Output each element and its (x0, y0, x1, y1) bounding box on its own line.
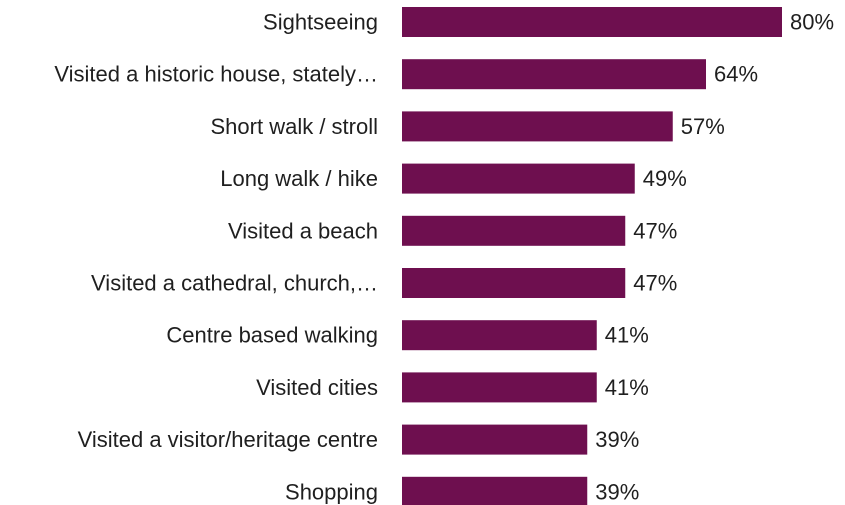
value-label-3: 57% (681, 114, 725, 139)
bar-4 (402, 163, 635, 194)
value-label-5: 47% (633, 218, 677, 243)
value-label-7: 41% (605, 323, 649, 348)
bar-9 (402, 424, 588, 455)
bar-7 (402, 320, 597, 351)
category-label-1: Sightseeing (263, 10, 378, 35)
bar-5 (402, 215, 626, 246)
bar-3 (402, 111, 673, 142)
category-label-6: Visited a cathedral, church,… (91, 271, 378, 296)
value-label-6: 47% (633, 271, 677, 296)
bar-2 (402, 59, 706, 90)
bar-6 (402, 268, 626, 298)
category-label-5: Visited a beach (228, 218, 378, 243)
value-label-10: 39% (595, 479, 639, 504)
value-label-1: 80% (790, 10, 834, 35)
value-label-4: 49% (643, 166, 687, 191)
category-label-8: Visited cities (256, 375, 378, 400)
category-label-2: Visited a historic house, stately… (54, 62, 378, 87)
category-label-10: Shopping (285, 479, 378, 504)
value-label-2: 64% (714, 62, 758, 87)
value-label-9: 39% (595, 427, 639, 452)
value-label-8: 41% (605, 375, 649, 400)
bars-layer (402, 7, 782, 505)
category-labels: Sightseeing Visited a historic house, sta… (54, 10, 378, 505)
category-label-4: Long walk / hike (220, 166, 378, 191)
category-label-7: Centre based walking (166, 323, 378, 348)
bar-8 (402, 372, 597, 403)
bar-1 (402, 7, 782, 37)
value-labels: 80% 64% 57% 49% 47% 47% 41% 41% 39% 39% (595, 10, 834, 505)
category-label-9: Visited a visitor/heritage centre (78, 427, 378, 452)
bar-10 (402, 476, 588, 505)
category-label-3: Short walk / stroll (211, 114, 379, 139)
